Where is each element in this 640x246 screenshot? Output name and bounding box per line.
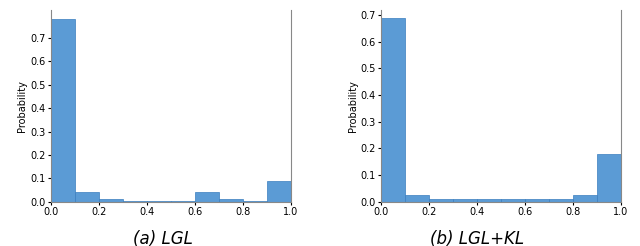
Bar [123,200,147,202]
Bar [75,192,99,202]
Bar [525,199,549,202]
Bar [147,200,171,202]
Bar [219,199,243,202]
Bar [477,199,501,202]
Text: (b) LGL+KL: (b) LGL+KL [429,230,524,246]
Bar [453,199,477,202]
Bar [267,181,291,202]
Bar [51,19,75,202]
Bar [597,154,621,202]
Bar [243,200,267,202]
Y-axis label: Probability: Probability [348,80,358,132]
Y-axis label: Probability: Probability [17,80,28,132]
Bar [99,199,123,202]
Bar [381,18,405,202]
Bar [405,195,429,202]
Bar [171,200,195,202]
Bar [573,195,597,202]
Bar [195,192,219,202]
Text: (a) LGL: (a) LGL [133,230,193,246]
Bar [549,199,573,202]
Bar [501,199,525,202]
Bar [429,199,453,202]
